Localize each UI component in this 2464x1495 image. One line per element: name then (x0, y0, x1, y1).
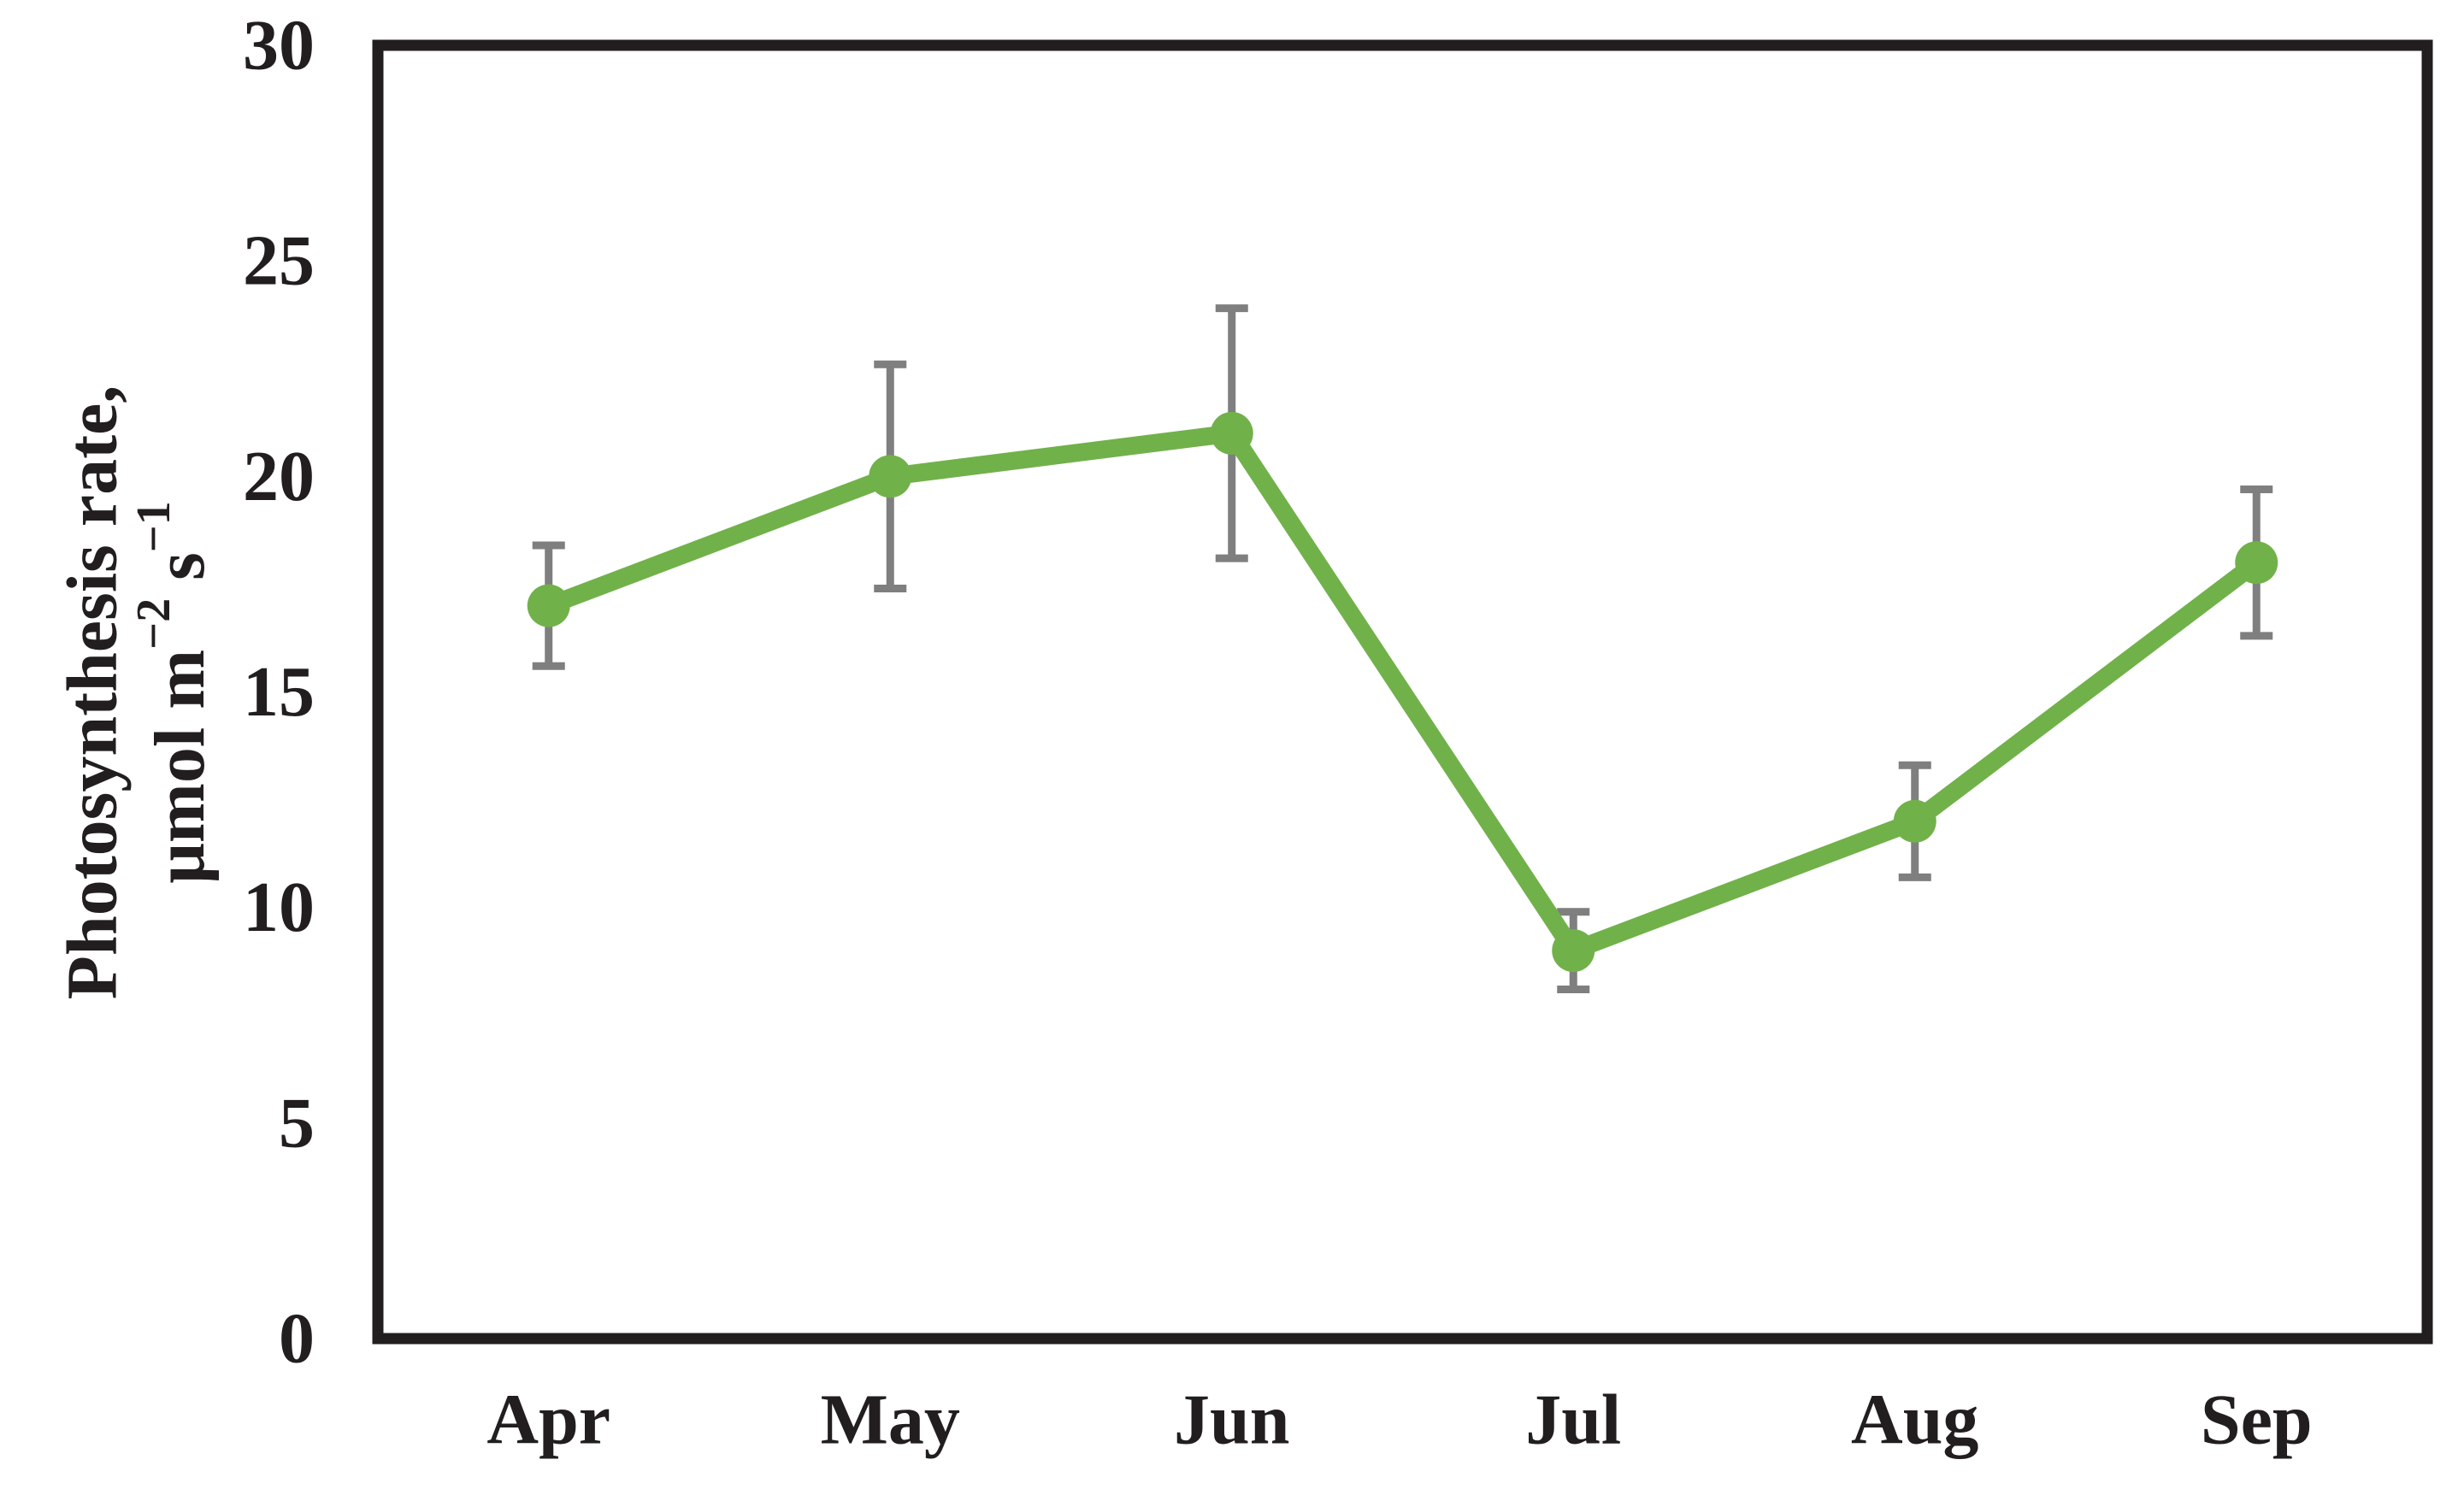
x-tick-label: Apr (486, 1380, 610, 1460)
data-point (869, 455, 912, 498)
error-bars-group (532, 304, 2273, 993)
x-tick-label: Sep (2201, 1380, 2313, 1460)
x-tick-label: Jul (1525, 1380, 1621, 1460)
y-tick-label: 15 (243, 652, 315, 732)
y-tick-label: 5 (279, 1083, 315, 1162)
y-tick-label: 10 (243, 868, 315, 947)
data-point (2235, 541, 2278, 585)
data-point (527, 584, 570, 627)
data-point (1210, 411, 1253, 455)
data-point (1552, 929, 1595, 973)
x-tick-label: Aug (1851, 1380, 1978, 1460)
y-tick-label: 30 (243, 6, 315, 85)
data-points-group (527, 411, 2278, 973)
data-line (545, 423, 2262, 962)
y-tick-label: 20 (243, 437, 315, 516)
data-point (1893, 799, 1936, 843)
x-tick-label: Jun (1174, 1380, 1289, 1460)
y-axis-title-line2: μmol m−2 s−1 (127, 501, 220, 883)
y-axis-tick-labels: 0 5 10 15 20 25 30 (243, 6, 315, 1379)
x-axis-tick-labels: Apr May Jun Jul Aug Sep (486, 1380, 2312, 1460)
x-tick-label: May (821, 1380, 960, 1460)
y-axis-title-line1: Photosynthesis rate, (53, 386, 133, 1000)
y-tick-label: 25 (243, 221, 315, 301)
plot-border (372, 39, 2433, 1345)
y-tick-label: 0 (279, 1299, 315, 1379)
